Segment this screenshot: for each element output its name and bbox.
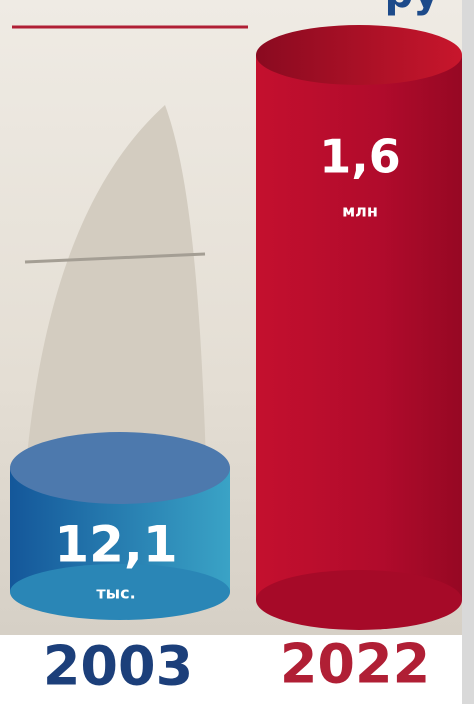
cylinder-top [256,25,462,85]
unit-text: млн [342,202,378,221]
value-text: 12,1 [54,516,177,574]
tower-line [24,252,206,264]
cylinder-top [10,432,230,504]
unit-text: тыс. [96,584,135,603]
year-label: 2022 [280,633,430,696]
header-title: ру [385,0,440,17]
cylinder-body [256,55,462,600]
edge-strip [462,0,474,704]
year-label: 2003 [43,635,193,698]
cylinder-bottom [10,564,230,620]
value-text: 1,6 [319,130,401,184]
cylinder-bottom [256,570,462,630]
